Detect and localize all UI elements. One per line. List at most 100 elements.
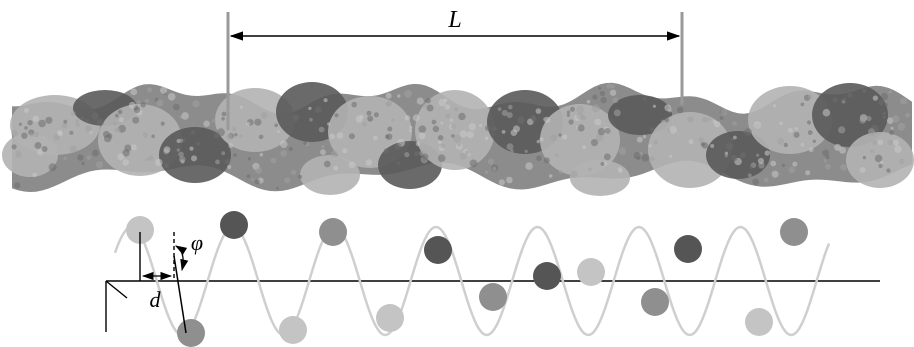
surface-speckle bbox=[653, 140, 658, 145]
surface-speckle bbox=[861, 88, 867, 94]
surface-speckle bbox=[221, 111, 227, 117]
surface-speckle bbox=[487, 158, 494, 165]
surface-speckle bbox=[506, 176, 513, 184]
surface-speckle bbox=[878, 99, 884, 106]
surface-speckle bbox=[649, 156, 655, 162]
surface-speckle bbox=[661, 119, 665, 123]
surface-speckle bbox=[700, 142, 705, 147]
surface-speckle bbox=[179, 138, 184, 143]
surface-speckle bbox=[788, 166, 796, 174]
surface-speckle bbox=[145, 157, 149, 162]
filament-subunit-lobe bbox=[748, 86, 832, 154]
surface-speckle bbox=[822, 108, 831, 117]
surface-speckle bbox=[698, 137, 704, 143]
surface-speckle bbox=[334, 113, 339, 118]
surface-speckle bbox=[805, 170, 811, 176]
surface-speckle bbox=[373, 112, 379, 118]
surface-speckle bbox=[63, 156, 67, 161]
surface-speckle bbox=[558, 170, 563, 174]
surface-speckle bbox=[329, 133, 335, 140]
surface-speckle bbox=[122, 159, 129, 166]
surface-speckle bbox=[725, 142, 734, 150]
surface-speckle bbox=[385, 102, 390, 107]
surface-speckle bbox=[757, 157, 765, 165]
surface-speckle bbox=[365, 159, 373, 166]
surface-speckle bbox=[348, 161, 356, 169]
surface-speckle bbox=[598, 86, 602, 90]
surface-speckle bbox=[117, 109, 123, 115]
surface-speckle bbox=[882, 111, 887, 116]
surface-speckle bbox=[246, 121, 251, 126]
surface-speckle bbox=[260, 111, 268, 119]
surface-speckle bbox=[862, 155, 867, 160]
surface-speckle bbox=[839, 147, 846, 154]
surface-speckle bbox=[719, 116, 724, 120]
surface-speckle bbox=[450, 124, 456, 129]
surface-speckle bbox=[148, 155, 154, 161]
surface-speckle bbox=[29, 132, 34, 137]
surface-speckle bbox=[23, 107, 30, 113]
surface-speckle bbox=[889, 130, 894, 136]
helix-bead bbox=[674, 235, 702, 263]
surface-speckle bbox=[425, 98, 431, 104]
surface-speckle bbox=[707, 117, 712, 122]
surface-speckle bbox=[190, 130, 196, 135]
surface-speckle bbox=[80, 116, 85, 121]
surface-speckle bbox=[612, 97, 619, 104]
surface-speckle bbox=[517, 116, 525, 124]
filament-subunit-lobe bbox=[2, 133, 58, 177]
surface-speckle bbox=[118, 117, 124, 123]
surface-speckle bbox=[373, 135, 378, 141]
surface-speckle bbox=[221, 151, 226, 156]
surface-speckle bbox=[825, 155, 830, 160]
surface-speckle bbox=[724, 154, 728, 158]
surface-speckle bbox=[595, 133, 604, 142]
surface-speckle bbox=[437, 135, 444, 141]
surface-speckle bbox=[11, 130, 18, 137]
surface-speckle bbox=[86, 155, 92, 161]
repeat-length-marker: L bbox=[226, 7, 684, 130]
surface-speckle bbox=[221, 117, 225, 121]
surface-speckle bbox=[822, 149, 830, 157]
surface-speckle bbox=[806, 120, 812, 125]
surface-speckle bbox=[664, 104, 672, 112]
surface-speckle bbox=[292, 114, 300, 122]
surface-speckle bbox=[701, 116, 708, 123]
surface-speckle bbox=[874, 154, 883, 163]
surface-speckle bbox=[793, 131, 800, 138]
surface-speckle bbox=[807, 94, 813, 99]
surface-speckle bbox=[318, 126, 325, 133]
helix-bead bbox=[279, 316, 307, 344]
surface-speckle bbox=[438, 98, 447, 107]
surface-speckle bbox=[21, 132, 28, 139]
surface-speckle bbox=[800, 102, 805, 107]
surface-speckle bbox=[590, 139, 599, 147]
surface-speckle bbox=[24, 126, 28, 130]
surface-speckle bbox=[594, 118, 602, 126]
surface-speckle bbox=[740, 152, 746, 159]
surface-speckle bbox=[75, 119, 79, 123]
helix-bead bbox=[641, 288, 669, 316]
surface-speckle bbox=[323, 160, 331, 168]
surface-speckle bbox=[753, 121, 762, 129]
surface-speckle bbox=[284, 177, 291, 184]
surface-speckle bbox=[872, 140, 877, 145]
surface-speckle bbox=[618, 147, 627, 155]
surface-speckle bbox=[636, 136, 643, 143]
surface-speckle bbox=[884, 103, 889, 107]
surface-speckle bbox=[669, 125, 677, 134]
surface-speckle bbox=[525, 162, 533, 170]
surface-speckle bbox=[404, 115, 411, 121]
surface-speckle bbox=[385, 92, 392, 99]
surface-speckle bbox=[600, 161, 605, 166]
surface-speckle bbox=[566, 110, 571, 114]
surface-speckle bbox=[327, 122, 331, 126]
filament-image bbox=[2, 82, 914, 196]
surface-speckle bbox=[664, 117, 670, 123]
surface-speckle bbox=[577, 124, 585, 132]
surface-speckle bbox=[418, 125, 427, 133]
surface-speckle bbox=[536, 155, 542, 161]
surface-speckle bbox=[412, 114, 420, 122]
surface-speckle bbox=[48, 163, 57, 172]
surface-speckle bbox=[781, 163, 786, 168]
